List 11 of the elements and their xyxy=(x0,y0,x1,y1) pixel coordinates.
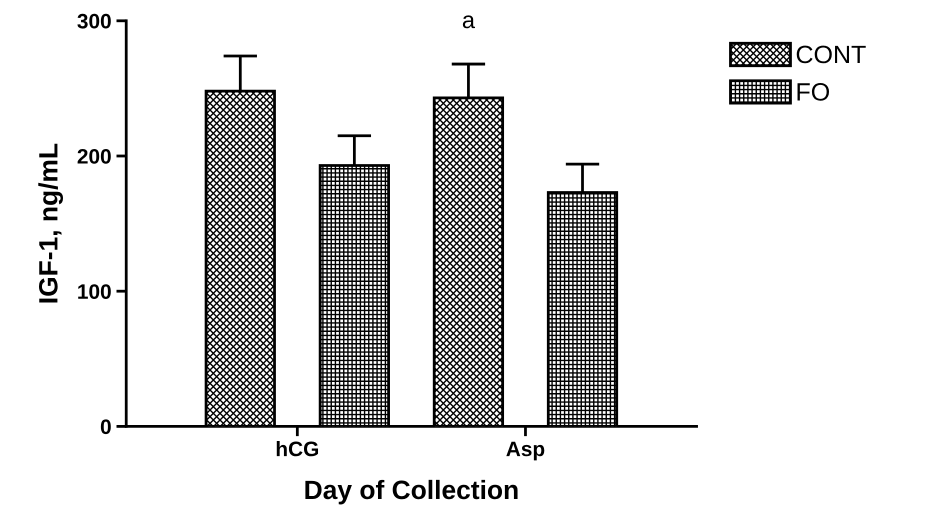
legend-label: CONT xyxy=(796,46,866,64)
y-tick-label: 200 xyxy=(78,149,111,164)
x-tick-label: Asp xyxy=(506,442,544,460)
y-tick-label: 0 xyxy=(100,419,111,434)
x-tick-label: hCG xyxy=(276,440,318,456)
legend-label: FO xyxy=(798,83,830,101)
annotation: a xyxy=(462,15,475,28)
y-axis-title: IGF-1, ng/mL xyxy=(38,144,63,302)
y-tick-label: 300 xyxy=(77,14,111,29)
y-tick-label: 100 xyxy=(78,284,111,299)
x-axis-title: Day of Collection xyxy=(305,480,518,504)
